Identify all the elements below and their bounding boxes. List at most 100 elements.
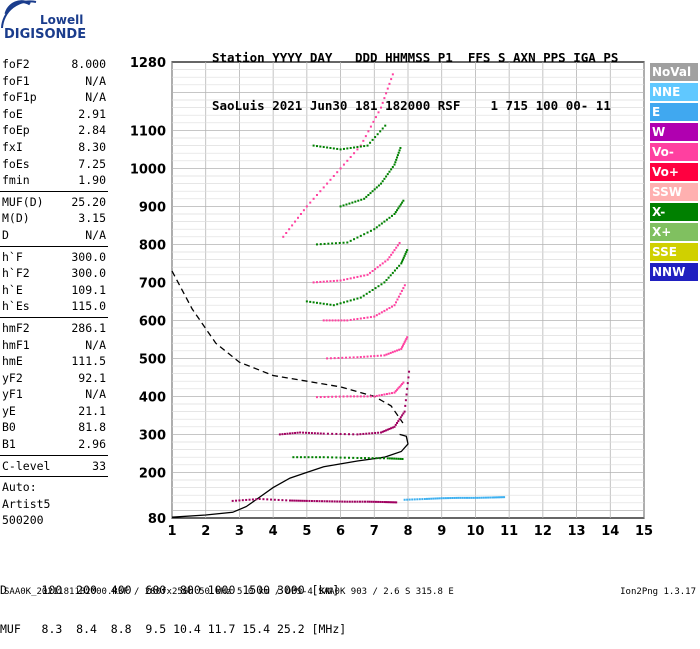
echo-point (340, 319, 343, 322)
echo-point (390, 392, 393, 395)
echo-point (346, 159, 349, 162)
echo-point (466, 496, 468, 499)
echo-point (381, 430, 384, 433)
echo-point (393, 425, 396, 428)
echo-point (278, 433, 281, 436)
echo-point (385, 393, 388, 396)
echo-point (307, 456, 310, 459)
echo-point (384, 124, 387, 127)
echo-point (492, 496, 495, 499)
echo-point (363, 395, 366, 398)
echo-point (402, 287, 405, 290)
param-row: fmin 1.90 (0, 172, 168, 189)
echo-point (349, 395, 352, 398)
echo-point (308, 499, 311, 502)
echo-point (333, 357, 336, 360)
echo-point (379, 500, 382, 503)
echo-point (480, 496, 483, 499)
echo-point (398, 385, 401, 388)
echo-point (364, 500, 367, 503)
echo-point (386, 258, 389, 261)
echo-point (416, 498, 419, 501)
echo-point (349, 299, 352, 302)
echo-point (356, 456, 359, 459)
echo-point (403, 498, 406, 501)
echo-point (235, 499, 238, 502)
echo-point (327, 395, 330, 398)
legend-item: NNW (650, 263, 698, 281)
echo-point (423, 498, 426, 500)
echo-point (369, 125, 372, 128)
echo-point (299, 431, 302, 434)
echo-point (408, 498, 411, 501)
echo-point (281, 499, 284, 502)
echo-point (331, 319, 334, 322)
echo-point (309, 300, 312, 303)
echo-point (335, 456, 338, 459)
legend-item: X+ (650, 223, 698, 241)
echo-point (313, 432, 316, 435)
echo-point (397, 387, 400, 390)
echo-point (292, 456, 295, 459)
echo-point (390, 501, 393, 504)
param-value: N/A (85, 337, 106, 352)
echo-point (401, 201, 404, 204)
param-value: 92.1 (78, 370, 106, 385)
param-row: B1 2.96 (0, 436, 168, 453)
echo-point (402, 381, 405, 384)
echo-point (396, 298, 399, 301)
param-value: 2.84 (78, 123, 106, 138)
echo-point (262, 498, 265, 501)
y-tick-label: 700 (139, 276, 166, 291)
param-value: N/A (85, 387, 106, 402)
param-value: 7.25 (78, 156, 106, 171)
echo-point (388, 82, 391, 85)
echo-point (326, 303, 329, 306)
echo-point (378, 312, 381, 315)
echo-point (393, 501, 396, 504)
echo-point (369, 271, 372, 274)
echo-point (371, 190, 374, 193)
echo-point (406, 336, 409, 339)
echo-point (387, 276, 390, 279)
echo-point (352, 433, 355, 436)
echo-point (396, 349, 399, 352)
echo-point (343, 433, 346, 436)
echo-point (351, 500, 354, 503)
echo-point (346, 278, 349, 281)
echo-point (371, 270, 374, 272)
echo-point (438, 497, 441, 500)
echo-point (363, 355, 366, 358)
echo-point (363, 145, 366, 148)
x-tick-label: 12 (534, 524, 552, 539)
muf-row: MUF 8.3 8.4 8.8 9.5 10.4 11.7 15.4 25.2 … (0, 622, 347, 636)
echo-point (322, 280, 325, 283)
echo-point (403, 284, 406, 287)
echo-point (463, 496, 466, 499)
echo-point (356, 146, 359, 149)
echo-point (362, 432, 365, 435)
echo-point (248, 498, 251, 501)
echo-point (378, 224, 381, 227)
legend-item: NNE (650, 83, 698, 101)
echo-point (356, 356, 359, 359)
echo-point (432, 497, 435, 500)
echo-point (329, 357, 332, 360)
param-name: B1 (2, 437, 16, 452)
param-value: 286.1 (71, 320, 106, 335)
param-value: 2.91 (78, 106, 106, 121)
echo-point (352, 456, 355, 459)
echo-point (359, 275, 362, 278)
param-row: yE 21.1 (0, 403, 168, 420)
param-value: N/A (85, 73, 106, 88)
param-name: foE (2, 106, 23, 121)
ionogram-chart: 1 2 3 4 5 6 7 8 9 10 11 12 13 14 158020030040050060070… (130, 56, 653, 539)
param-separator (0, 454, 108, 456)
echo-point (396, 209, 399, 212)
echo-point (390, 427, 393, 430)
echo-point (369, 141, 372, 144)
echo-point (327, 242, 330, 245)
echo-point (310, 499, 313, 502)
echo-point (331, 500, 334, 503)
echo-point (383, 281, 386, 284)
